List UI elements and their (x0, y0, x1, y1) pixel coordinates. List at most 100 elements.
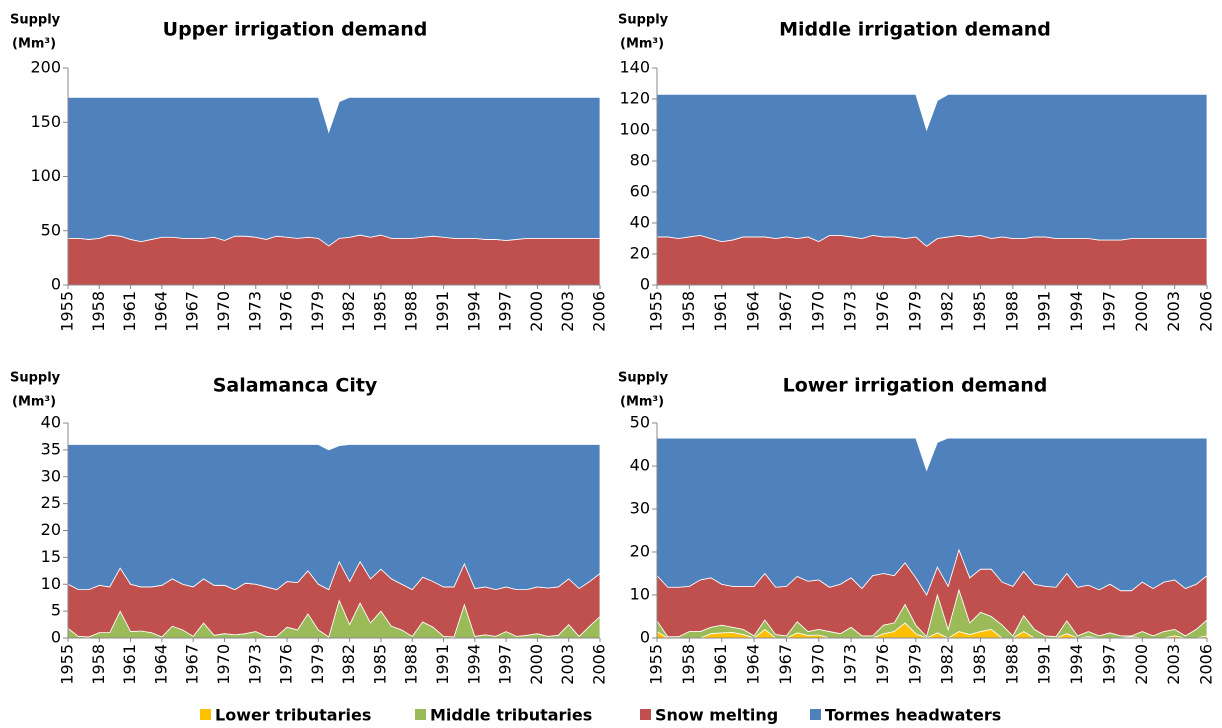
x-tick-label: 1994 (464, 644, 483, 685)
x-tick-label: 1970 (214, 644, 233, 685)
y-tick-label: 10 (41, 574, 61, 593)
y-tick-label: 30 (41, 466, 61, 485)
y-axis-label: (Mm³) (620, 395, 664, 410)
x-tick-label: 1961 (120, 291, 139, 332)
x-tick-label: 1958 (679, 644, 698, 685)
x-tick-label: 2003 (1164, 291, 1183, 332)
legend-swatch (200, 709, 211, 720)
x-tick-label: 2006 (1197, 291, 1216, 332)
y-axis-label: (Mm³) (620, 37, 664, 52)
chart-title: Salamanca City (213, 375, 378, 397)
x-tick-label: 1955 (647, 644, 666, 685)
area-series (656, 93, 1208, 247)
legend-item: Snow melting (640, 706, 778, 725)
x-tick-label: 2000 (527, 291, 546, 332)
x-tick-label: 2003 (558, 644, 577, 685)
x-tick-label: 1955 (58, 291, 77, 332)
x-tick-label: 1979 (905, 291, 924, 332)
x-tick-label: 1964 (151, 291, 170, 332)
x-tick-label: 1991 (1035, 291, 1054, 332)
x-tick-label: 2003 (558, 291, 577, 332)
x-tick-label: 2000 (1132, 644, 1151, 685)
x-tick-label: 1991 (1035, 644, 1054, 685)
x-tick-label: 1967 (776, 291, 795, 332)
x-tick-label: 1973 (245, 644, 264, 685)
x-tick-label: 1994 (1067, 644, 1086, 685)
area-series (656, 437, 1208, 596)
x-tick-label: 1985 (970, 291, 989, 332)
x-tick-label: 1973 (841, 291, 860, 332)
x-tick-label: 2003 (1164, 644, 1183, 685)
legend-item: Lower tributaries (200, 706, 371, 725)
x-tick-label: 2000 (527, 644, 546, 685)
x-tick-label: 1979 (308, 291, 327, 332)
x-tick-label: 1955 (647, 291, 666, 332)
x-tick-label: 1982 (339, 644, 358, 685)
x-tick-label: 1976 (277, 644, 296, 685)
x-tick-label: 1958 (679, 291, 698, 332)
legend-swatch (640, 709, 651, 720)
x-tick-label: 1961 (711, 644, 730, 685)
x-tick-label: 1964 (151, 644, 170, 685)
x-tick-label: 1973 (841, 644, 860, 685)
chart-title: Lower irrigation demand (783, 375, 1048, 397)
x-tick-label: 1967 (776, 644, 795, 685)
x-tick-label: 1997 (1099, 644, 1118, 685)
legend-item: Middle tributaries (415, 706, 592, 725)
x-tick-label: 1967 (183, 644, 202, 685)
x-tick-label: 1988 (1002, 291, 1021, 332)
x-tick-label: 1958 (89, 644, 108, 685)
y-tick-label: 20 (41, 520, 61, 539)
chart-title: Upper irrigation demand (163, 19, 428, 41)
x-tick-label: 1967 (183, 291, 202, 332)
x-tick-label: 1994 (464, 291, 483, 332)
y-axis-label: Supply (10, 13, 61, 28)
x-tick-label: 1970 (214, 291, 233, 332)
y-tick-label: 40 (630, 456, 650, 475)
y-tick-label: 140 (619, 58, 650, 77)
y-tick-label: 10 (630, 585, 650, 604)
legend-swatch (415, 709, 426, 720)
x-tick-label: 1988 (1002, 644, 1021, 685)
x-tick-label: 1982 (938, 644, 957, 685)
x-tick-label: 1979 (905, 644, 924, 685)
y-tick-label: 0 (640, 628, 650, 647)
x-tick-label: 1961 (120, 644, 139, 685)
x-tick-label: 1970 (808, 644, 827, 685)
area-series (67, 96, 601, 247)
y-tick-label: 20 (630, 244, 650, 263)
x-tick-label: 2006 (1197, 644, 1216, 685)
legend-label: Lower tributaries (215, 706, 371, 725)
y-tick-label: 50 (630, 413, 650, 432)
chart-title: Middle irrigation demand (779, 19, 1051, 41)
x-tick-label: 1979 (308, 644, 327, 685)
y-tick-label: 100 (30, 166, 61, 185)
x-tick-label: 1958 (89, 291, 108, 332)
x-tick-label: 1982 (938, 291, 957, 332)
y-tick-label: 80 (630, 151, 650, 170)
x-tick-label: 1976 (873, 644, 892, 685)
x-tick-label: 2006 (590, 644, 609, 685)
x-tick-label: 2006 (590, 291, 609, 332)
x-tick-label: 1955 (58, 644, 77, 685)
y-tick-label: 25 (41, 493, 61, 512)
legend-label: Tormes headwaters (825, 706, 1001, 725)
y-axis-label: Supply (618, 13, 669, 28)
y-tick-label: 0 (51, 628, 61, 647)
y-axis-label: Supply (618, 371, 669, 386)
y-tick-label: 30 (630, 499, 650, 518)
legend-label: Middle tributaries (430, 706, 592, 725)
x-tick-label: 1976 (873, 291, 892, 332)
x-tick-label: 1976 (277, 291, 296, 332)
y-tick-label: 20 (630, 542, 650, 561)
x-tick-label: 1991 (433, 291, 452, 332)
x-tick-label: 1997 (496, 291, 515, 332)
y-tick-label: 0 (640, 275, 650, 294)
y-axis-label: (Mm³) (12, 37, 56, 52)
x-tick-label: 1985 (970, 644, 989, 685)
y-tick-label: 40 (41, 413, 61, 432)
y-tick-label: 40 (630, 213, 650, 232)
y-tick-label: 35 (41, 439, 61, 458)
x-tick-label: 1970 (808, 291, 827, 332)
